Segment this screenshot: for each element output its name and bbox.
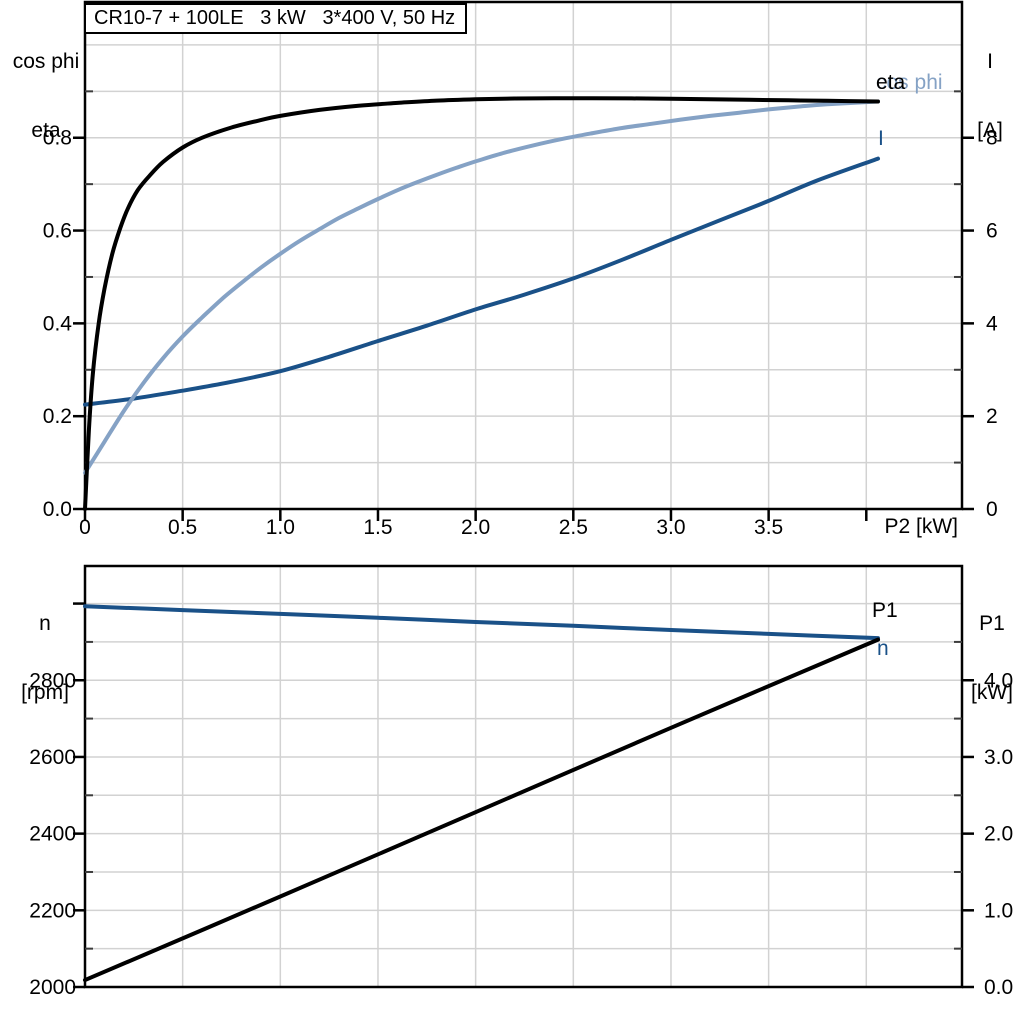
svg-text:2.5: 2.5 bbox=[559, 516, 588, 539]
svg-text:3.5: 3.5 bbox=[754, 516, 783, 539]
svg-text:2.0: 2.0 bbox=[984, 823, 1013, 846]
bottom-right-axis-title: P1 [kW] bbox=[962, 566, 1022, 750]
svg-text:3.0: 3.0 bbox=[984, 746, 1013, 769]
svg-text:0.2: 0.2 bbox=[43, 405, 72, 428]
svg-text:0: 0 bbox=[79, 516, 91, 539]
svg-text:0.0: 0.0 bbox=[43, 498, 72, 521]
svg-text:2000: 2000 bbox=[29, 976, 76, 999]
curve-label-current: I bbox=[878, 127, 884, 150]
bottom-left-axis-title: n [rpm] bbox=[10, 566, 80, 750]
svg-text:4: 4 bbox=[986, 312, 998, 335]
axis-title-cos-phi: cos phi bbox=[12, 50, 80, 73]
chart-title: CR10-7 + 100LE 3 kW 3*400 V, 50 Hz bbox=[94, 7, 456, 29]
svg-text:2800: 2800 bbox=[29, 669, 76, 692]
top-right-axis-title: I [A] bbox=[964, 4, 1016, 188]
svg-text:6: 6 bbox=[986, 220, 998, 243]
svg-text:1.0: 1.0 bbox=[984, 899, 1013, 922]
svg-text:0.4: 0.4 bbox=[43, 312, 73, 335]
axis-title-current: I bbox=[987, 50, 993, 73]
svg-text:4.0: 4.0 bbox=[984, 669, 1013, 692]
x-axis-title: P2 [kW] bbox=[884, 515, 958, 538]
svg-text:0: 0 bbox=[986, 498, 998, 521]
svg-text:3.0: 3.0 bbox=[656, 516, 685, 539]
curve-label-n: n bbox=[877, 637, 889, 660]
axis-title-speed-unit: [rpm] bbox=[21, 681, 69, 704]
curve-label-p1: P1 bbox=[872, 599, 898, 622]
svg-text:8: 8 bbox=[986, 127, 998, 150]
svg-text:2200: 2200 bbox=[29, 899, 76, 922]
svg-text:0.8: 0.8 bbox=[43, 127, 72, 150]
svg-text:2600: 2600 bbox=[29, 746, 76, 769]
svg-text:2.0: 2.0 bbox=[461, 516, 490, 539]
axis-title-current-unit: [A] bbox=[977, 119, 1003, 142]
svg-text:0.0: 0.0 bbox=[984, 976, 1013, 999]
svg-text:1.5: 1.5 bbox=[363, 516, 392, 539]
svg-text:0.6: 0.6 bbox=[43, 220, 72, 243]
axis-title-p1: P1 bbox=[979, 612, 1005, 635]
axis-title-speed: n bbox=[39, 612, 51, 635]
axis-title-p1-unit: [kW] bbox=[971, 681, 1013, 704]
svg-text:2400: 2400 bbox=[29, 823, 76, 846]
curve-label-eta: eta bbox=[876, 71, 906, 94]
chart-title-box: CR10-7 + 100LE 3 kW 3*400 V, 50 Hz bbox=[84, 3, 468, 34]
svg-text:1.0: 1.0 bbox=[266, 516, 295, 539]
axis-title-eta: eta bbox=[31, 119, 61, 142]
top-left-axis-title: cos phi eta bbox=[8, 4, 84, 188]
svg-text:0.5: 0.5 bbox=[168, 516, 197, 539]
curve-label-cos-phi: cos phi bbox=[876, 71, 943, 94]
svg-text:2: 2 bbox=[986, 405, 998, 428]
